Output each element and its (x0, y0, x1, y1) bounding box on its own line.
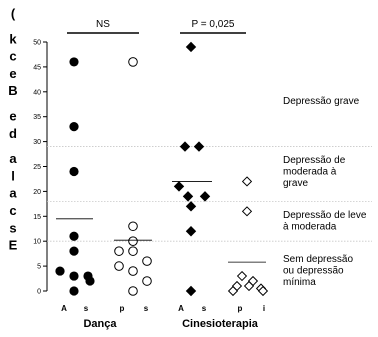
y-tick-label: 5 (37, 264, 41, 271)
y-axis-label-char: a (9, 151, 17, 166)
sub-label: A (178, 304, 184, 313)
data-point (69, 122, 79, 132)
data-point (243, 280, 255, 292)
data-point (69, 57, 79, 67)
band-label: grave (283, 178, 308, 189)
data-point (69, 166, 79, 177)
data-point (236, 270, 248, 282)
data-point (193, 141, 205, 152)
y-axis-label-char: a (9, 186, 17, 201)
y-axis-label-char: e (9, 109, 16, 124)
data-point (185, 41, 197, 53)
data-point (199, 191, 211, 202)
data-point (128, 286, 138, 296)
data-point (173, 181, 185, 192)
data-point (128, 236, 138, 246)
data-point (69, 246, 79, 256)
data-point (185, 226, 197, 237)
y-tick-label: 45 (33, 64, 41, 71)
y-tick-label: 15 (33, 214, 41, 221)
band-label: Depressão de (283, 155, 346, 166)
y-tick-label: 20 (33, 189, 41, 196)
significance-label: NS (96, 19, 110, 30)
y-axis-label-char: s (9, 220, 16, 235)
y-axis-label-char: B (8, 83, 17, 98)
data-point (227, 285, 239, 297)
y-axis-label-char: c (9, 49, 16, 64)
data-point (55, 266, 65, 276)
data-point (128, 57, 138, 67)
sub-label: i (263, 304, 265, 313)
band-label: à moderada (283, 222, 337, 233)
data-point (185, 201, 197, 212)
data-point (114, 246, 124, 256)
data-point (182, 191, 194, 202)
sub-label: A (61, 304, 67, 313)
y-tick-label: 0 (37, 289, 41, 296)
y-tick-label: 50 (33, 40, 41, 47)
data-point (257, 285, 269, 297)
sub-label: s (144, 304, 149, 313)
group-label: Cinesioterapia (182, 318, 259, 330)
sub-label: p (238, 304, 243, 313)
band-label: Depressão grave (283, 96, 360, 107)
y-tick-label: 40 (33, 89, 41, 96)
data-point (142, 256, 152, 266)
y-axis-label-char: E (9, 238, 18, 253)
data-point (179, 141, 191, 152)
y-axis-label-char: d (9, 126, 17, 141)
data-point (128, 246, 138, 256)
y-tick-label: 30 (33, 139, 41, 146)
data-point (241, 176, 253, 187)
data-point (241, 206, 253, 217)
data-point (69, 286, 79, 296)
band-label: moderada à (283, 167, 337, 178)
y-tick-label: 25 (33, 164, 41, 171)
data-point (85, 276, 95, 286)
sub-label: s (84, 304, 89, 313)
group-label: Dança (83, 318, 117, 330)
y-axis-label-char: e (9, 66, 16, 81)
data-point (128, 266, 138, 276)
data-point (185, 285, 197, 297)
y-axis-label-char: l (11, 168, 15, 183)
band-label: Depressão de leve (283, 210, 367, 221)
y-axis-label-char: ( (11, 6, 16, 21)
sub-label: s (202, 304, 207, 313)
significance-label: P = 0,025 (192, 19, 235, 30)
data-point (69, 271, 79, 281)
band-label: mínima (283, 277, 316, 288)
sub-label: p (120, 304, 125, 313)
data-point (69, 231, 79, 241)
y-tick-label: 10 (33, 239, 41, 246)
y-axis-label-char: k (9, 31, 17, 46)
data-point (114, 261, 124, 271)
y-tick-label: 35 (33, 114, 41, 121)
data-point (142, 276, 152, 286)
y-axis-label-char: c (9, 203, 16, 218)
band-label: ou depressão (283, 266, 344, 277)
band-label: Sem depressão (283, 254, 353, 265)
data-point (128, 221, 138, 232)
